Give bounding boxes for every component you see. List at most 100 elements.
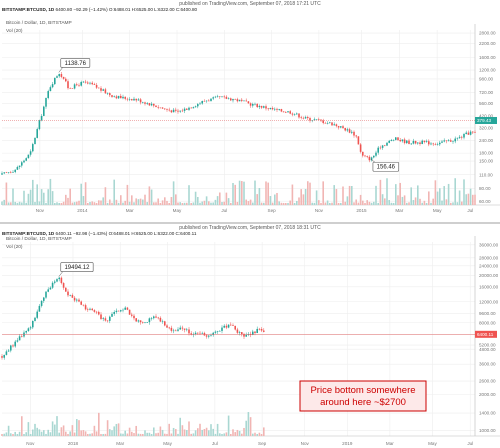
volume-bar [133, 433, 135, 436]
volume-bar [65, 431, 67, 436]
volume-bar [188, 421, 190, 436]
volume-bar [40, 431, 43, 436]
volume-bar [14, 431, 16, 436]
volume-bar [43, 192, 45, 205]
candle-body [212, 97, 214, 99]
volume-bar [377, 202, 379, 205]
volume-bar [265, 181, 267, 205]
candle-body [278, 109, 280, 110]
candle-body [95, 311, 98, 313]
y-tick-label: 1000.00 [479, 428, 496, 433]
volume-bar [21, 416, 23, 436]
volume-bar [375, 185, 377, 205]
chart-title: Bitcoin / Dollar, 1D, BITSTAMP [6, 20, 72, 26]
volume-bar [278, 201, 280, 205]
candle-body [210, 335, 212, 336]
candle-body [139, 99, 142, 103]
candle-body [293, 114, 296, 115]
price-chart-top[interactable]: 60.00 80.00 110.00 150.00 180.00 240.00 320.00… [0, 0, 500, 222]
candle-body [175, 109, 177, 111]
price-callout-box [372, 161, 400, 172]
volume-bar [67, 197, 69, 205]
candle-body [5, 351, 8, 355]
volume-bar [5, 432, 8, 436]
candle-body [7, 172, 10, 174]
y-tick-label: 1600.00 [479, 55, 496, 60]
volume-bar [423, 200, 426, 205]
candle-body [329, 122, 331, 124]
candle-body [27, 154, 30, 159]
volume-bar [177, 433, 179, 436]
volume-bar [243, 427, 245, 436]
candle-body [131, 314, 133, 316]
candle-body [245, 100, 247, 102]
annotation-text-line: around here ~$2700 [320, 397, 406, 408]
volume-bar [58, 202, 60, 205]
candle-body [166, 325, 168, 328]
candle-body [282, 111, 285, 113]
x-tick-label: 2014 [77, 208, 88, 213]
x-tick-label: Mar [395, 208, 403, 213]
volume-bar [183, 429, 186, 436]
candle-body [408, 140, 410, 144]
volume-bar [406, 202, 408, 205]
top-chart-panel: published on TradingView.com, September … [0, 0, 500, 222]
x-tick-label: Mar [116, 441, 124, 446]
volume-bar [161, 429, 164, 436]
candle-body [87, 82, 89, 84]
volume-bar [208, 201, 210, 205]
candle-body [432, 143, 434, 145]
candle-body [120, 95, 122, 99]
y-tick-label: 12000.00 [479, 299, 499, 304]
candle-body [54, 77, 56, 85]
volume-bar [333, 185, 335, 205]
candle-body [333, 124, 335, 126]
price-chart-bottom[interactable]: 1000.00 1400.00 2000.00 2600.00 3600.00 4800.… [0, 224, 500, 448]
volume-bar [232, 182, 234, 205]
candle-body [78, 85, 80, 86]
candle-body [199, 332, 201, 334]
candle-body [252, 104, 254, 106]
volume-bar [183, 202, 186, 205]
volume-bar [419, 198, 421, 205]
candle-body [225, 96, 228, 99]
volume-bar [384, 198, 386, 205]
volume-bar [436, 191, 439, 205]
candle-body [291, 113, 294, 115]
volume-bar [298, 197, 300, 205]
candle-body [175, 330, 177, 332]
volume-bar [318, 200, 320, 205]
candle-body [93, 310, 96, 312]
volume-bar [238, 180, 241, 205]
candle-body [230, 98, 232, 101]
candle-body [111, 95, 113, 97]
candle-body [148, 103, 151, 106]
candle-body [80, 301, 82, 305]
volume-bar [18, 201, 21, 205]
x-tick-label: May [173, 208, 182, 213]
volume-bar [296, 200, 298, 205]
candle-body [423, 140, 426, 142]
volume-bar [304, 188, 307, 205]
candle-body [390, 140, 393, 141]
candle-body [300, 117, 302, 119]
candle-body [260, 105, 263, 108]
y-tick-label: 3600.00 [479, 362, 496, 367]
volume-bar [230, 434, 232, 436]
high-value: H:6525.00 [131, 231, 153, 236]
volume-bar [230, 202, 232, 205]
volume-bar [124, 430, 126, 436]
volume-bar [192, 433, 195, 436]
candle-body [419, 142, 421, 145]
volume-bar [76, 419, 78, 436]
candle-body [258, 328, 261, 330]
volume-bar [179, 417, 181, 436]
volume-bar [54, 203, 56, 205]
volume-bar [412, 200, 415, 205]
candle-body [298, 113, 300, 118]
volume-bar [445, 199, 448, 205]
volume-bar [276, 192, 278, 205]
volume-bar [95, 431, 98, 436]
volume-bar [69, 431, 71, 436]
volume-bar [181, 202, 184, 205]
